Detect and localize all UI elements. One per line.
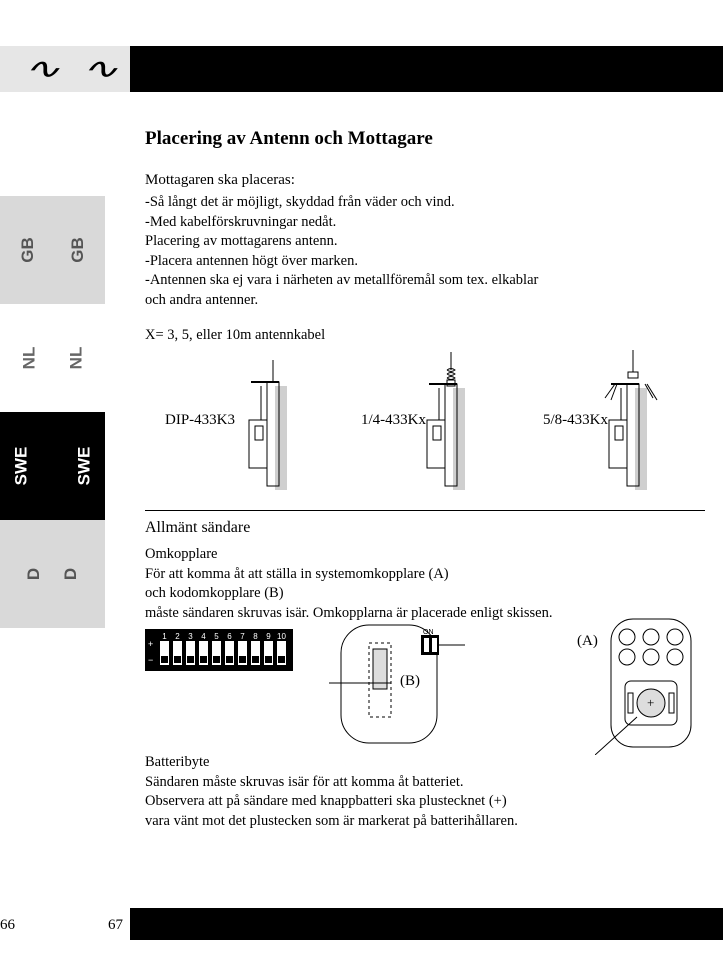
text-line: För att komma åt att ställa in systemomk… <box>145 565 705 585</box>
text-line: Observera att på sändare med knappbatter… <box>145 792 705 812</box>
tab-gb-label: GB <box>18 237 38 263</box>
tab-nl[interactable]: NL NL <box>0 304 105 412</box>
tab-swe-label: SWE <box>74 447 94 486</box>
label-b: (B) <box>400 673 420 690</box>
page-content: Placering av Antenn och Mottagare Mottag… <box>145 128 705 831</box>
language-tabs: GB GB NL NL SWE SWE D D <box>0 196 120 628</box>
transmitter-open-icon: ON <box>325 623 465 753</box>
antenna-five-eighth: 5/8-433Kx <box>535 350 695 500</box>
remote-icon: + <box>595 615 705 755</box>
text-line: -Antennen ska ej vara i närheten av meta… <box>145 271 705 291</box>
antenna-dip: DIP-433K3 <box>175 350 335 500</box>
tab-nl-label: NL <box>66 347 86 370</box>
antenna-label: 5/8-433Kx <box>543 412 608 429</box>
text-line: -Så långt det är möjligt, skyddad från v… <box>145 193 705 213</box>
tab-gb-label: GB <box>67 237 87 263</box>
tab-gb[interactable]: GB GB <box>0 196 105 304</box>
text-line: Sändaren måste skruvas isär för att komm… <box>145 773 705 793</box>
antenna-quarter: 1/4-433Kx <box>355 350 515 500</box>
text-line: -Med kabelförskruvningar nedåt. <box>145 213 705 233</box>
wave-icon: ∿ <box>81 52 119 85</box>
section-title: Allmänt sändare <box>145 519 705 537</box>
antenna-label: 1/4-433Kx <box>361 412 426 429</box>
divider <box>145 510 705 511</box>
tab-swe[interactable]: SWE SWE <box>0 412 105 520</box>
svg-text:+: + <box>647 695 654 710</box>
tab-swe-label: SWE <box>11 447 31 486</box>
svg-text:ON: ON <box>423 629 434 636</box>
page-number-left: 66 <box>0 917 15 934</box>
tab-nl-label: NL <box>19 347 39 370</box>
dip-diagram-row: +− 1 2 3 4 5 6 7 8 9 10 ON (B) (A) <box>145 623 705 753</box>
omkopplare-title: Omkopplare <box>145 545 705 565</box>
antenna-label: DIP-433K3 <box>165 412 235 429</box>
tab-d-label: D <box>24 568 44 580</box>
text-line: och kodomkopplare (B) <box>145 584 705 604</box>
text-line: vara vänt mot det plustecken som är mark… <box>145 812 705 832</box>
text-line: -Placera antennen högt över marken. <box>145 252 705 272</box>
wave-icon: ∿ <box>23 52 61 85</box>
tab-d-label: D <box>61 568 81 580</box>
text-line: och andra antenner. <box>145 291 705 311</box>
page-number-right: 67 <box>108 917 123 934</box>
x-cable-line: X= 3, 5, eller 10m antennkabel <box>145 326 705 346</box>
dip-switch-icon: +− 1 2 3 4 5 6 7 8 9 10 <box>145 629 293 671</box>
batt-title: Batteribyte <box>145 753 705 773</box>
page-heading: Placering av Antenn och Mottagare <box>145 128 705 150</box>
subheading-1: Mottagaren ska placeras: <box>145 172 705 189</box>
text-line: Placering av mottagarens antenn. <box>145 232 705 252</box>
footer-black-bar <box>130 908 723 940</box>
antenna-diagram-row: DIP-433K3 1/4-433Kx <box>145 350 705 500</box>
tab-d[interactable]: D D <box>0 520 105 628</box>
header-black-bar <box>130 46 723 92</box>
